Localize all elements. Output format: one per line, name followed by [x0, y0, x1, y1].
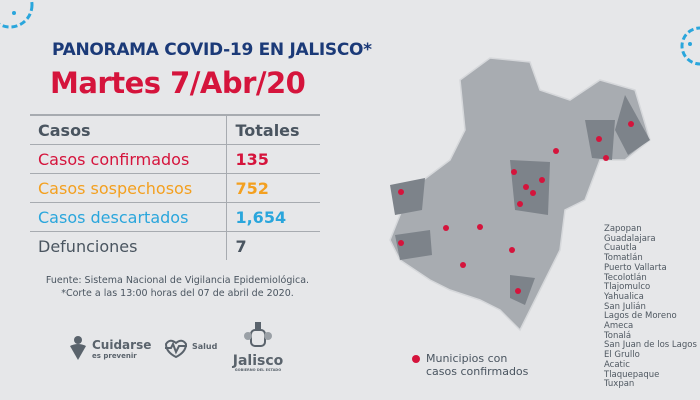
municipality-list: Zapopan Guadalajara Cuautla Tomatlán Pue…: [604, 224, 697, 390]
jalisco-map: [389, 57, 651, 332]
list-item: Puerto Vallarta: [604, 262, 667, 273]
table-header: Casos Totales: [30, 114, 320, 145]
list-item: San Juan de los Lagos: [604, 340, 697, 351]
case-marker: [511, 169, 517, 175]
coat-of-arms-icon: [244, 322, 272, 347]
list-item: Tomatlán: [604, 253, 643, 264]
table-row: Casos descartados 1,654: [30, 202, 320, 232]
list-item: Tonalá: [604, 330, 632, 341]
list-item: Tuxpan: [604, 379, 635, 390]
case-marker: [530, 190, 536, 196]
case-marker: [517, 201, 523, 207]
list-item: Yahualica: [604, 291, 644, 302]
virus-icon: [680, 26, 700, 66]
case-marker: [603, 155, 609, 161]
cases-table: Casos Totales Casos confirmados 135 Casos …: [30, 114, 320, 260]
case-marker: [460, 262, 466, 268]
case-marker: [553, 148, 559, 154]
list-item: Ameca: [604, 321, 634, 332]
confirmed-region: [390, 178, 425, 215]
list-item: Cuautla: [604, 243, 637, 254]
list-item: El Grullo: [604, 350, 640, 361]
case-marker: [515, 288, 521, 294]
list-item: Acatic: [604, 359, 630, 370]
case-marker: [509, 247, 515, 253]
list-item: Lagos de Moreno: [604, 311, 677, 322]
list-item: San Julián: [604, 301, 646, 312]
confirmed-region: [395, 230, 432, 260]
map-legend: Municipios con casos confirmados: [412, 352, 528, 378]
table-row: Defunciones 7: [30, 231, 320, 260]
case-marker: [477, 224, 483, 230]
heart-person-icon: [70, 336, 86, 360]
case-marker: [443, 225, 449, 231]
case-marker: [539, 177, 545, 183]
confirmed-dot-icon: [412, 355, 420, 363]
table-row: Casos confirmados 135: [30, 144, 320, 174]
confirmed-region: [510, 160, 550, 215]
confirmed-region: [510, 275, 535, 305]
report-date: Martes 7/Abr/20: [50, 66, 306, 100]
heart-pulse-icon: [164, 339, 188, 358]
case-marker: [523, 184, 529, 190]
case-marker: [398, 189, 404, 195]
case-marker: [628, 121, 634, 127]
jalisco-logo: Jalisco GOBIERNO DEL ESTADO: [228, 322, 288, 372]
table-row: Casos sospechosos 752: [30, 173, 320, 203]
list-item: Guadalajara: [604, 233, 656, 244]
page-title: PANORAMA COVID-19 EN JALISCO*: [52, 40, 372, 60]
case-marker: [398, 240, 404, 246]
list-item: Tecolotlán: [604, 272, 647, 283]
list-item: Tlajomulco: [604, 282, 651, 293]
list-item: Zapopan: [604, 224, 642, 234]
list-item: Tlaquepaque: [604, 369, 660, 380]
case-marker: [596, 136, 602, 142]
virus-icon: [0, 0, 34, 29]
source-note: Fuente: Sistema Nacional de Vigilancia E…: [45, 275, 310, 299]
